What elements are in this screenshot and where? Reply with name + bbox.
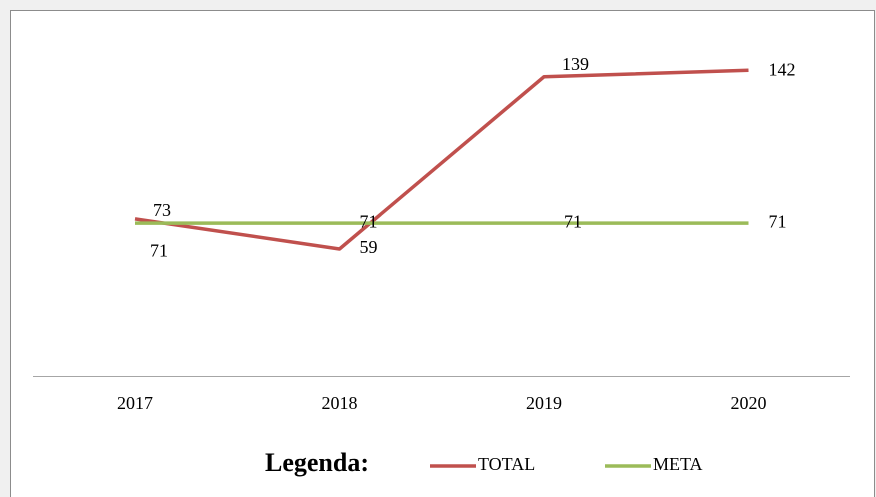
chart-frame	[10, 10, 875, 497]
line-series	[134, 68, 749, 251]
x-tick-label: 2020	[731, 393, 767, 413]
data-label: 139	[562, 54, 589, 74]
data-label: 59	[360, 237, 378, 257]
x-tick-label: 2017	[117, 393, 153, 413]
data-label: 71	[360, 211, 378, 231]
legend-label: META	[653, 454, 703, 474]
data-label: 71	[150, 240, 168, 260]
legend-label: TOTAL	[478, 454, 535, 474]
data-label: 71	[769, 211, 787, 231]
data-label: 73	[153, 200, 171, 220]
x-tick-label: 2018	[322, 393, 358, 413]
x-tick-label: 2019	[526, 393, 562, 413]
legend-title: Legenda:	[265, 448, 369, 477]
data-label: 142	[769, 59, 796, 79]
data-label: 71	[564, 211, 582, 231]
